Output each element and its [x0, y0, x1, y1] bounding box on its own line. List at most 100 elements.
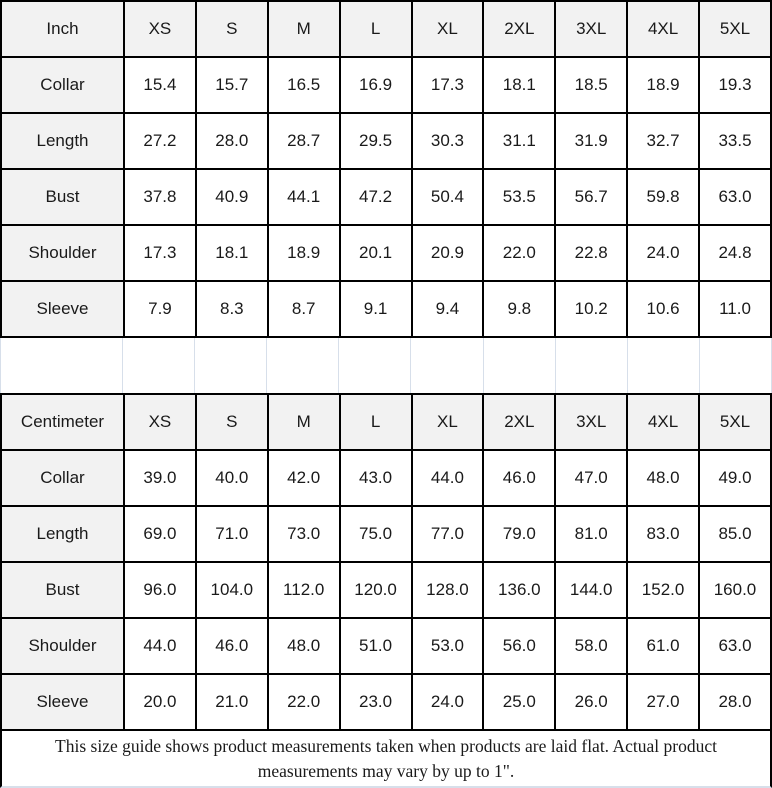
row-label-cell: Length: [0, 112, 125, 170]
spacer-cell: [339, 338, 412, 393]
size-header-cell: 5XL: [698, 393, 772, 451]
value-cell: 30.3: [410, 112, 485, 170]
value-cell: 128.0: [410, 561, 485, 619]
spacer-cell: [411, 338, 484, 393]
value-cell: 56.7: [554, 168, 629, 226]
centimeter-size-table: Centimeter XS S M L XL 2XL 3XL 4XL 5XL Collar 39.0 4…: [0, 393, 772, 731]
value-cell: 19.3: [698, 56, 772, 114]
spacer-cell: [484, 338, 556, 393]
spacer-cell: [700, 338, 772, 393]
measurement-row: Sleeve 20.0 21.0 22.0 23.0 24.0 25.0 26.0 27.0 28…: [0, 673, 772, 731]
value-cell: 33.5: [698, 112, 772, 170]
value-cell: 152.0: [626, 561, 700, 619]
value-cell: 136.0: [482, 561, 557, 619]
value-cell: 22.0: [482, 224, 557, 282]
spacer-cell: [267, 338, 340, 393]
value-cell: 85.0: [698, 505, 772, 563]
value-cell: 20.0: [123, 673, 197, 731]
value-cell: 59.8: [626, 168, 700, 226]
value-cell: 81.0: [554, 505, 629, 563]
size-header-cell: 4XL: [626, 0, 700, 58]
value-cell: 73.0: [266, 505, 341, 563]
value-cell: 58.0: [554, 617, 629, 675]
value-cell: 31.1: [482, 112, 557, 170]
row-label-cell: Sleeve: [0, 280, 125, 338]
value-cell: 18.5: [554, 56, 629, 114]
value-cell: 9.4: [410, 280, 485, 338]
inch-size-table: Inch XS S M L XL 2XL 3XL 4XL 5XL Collar 15.4 15.7 16.…: [0, 0, 772, 338]
size-guide-note: This size guide shows product measuremen…: [0, 731, 772, 788]
spacer-row: [0, 338, 772, 393]
measurement-row: Collar 15.4 15.7 16.5 16.9 17.3 18.1 18.5 18.9 19…: [0, 56, 772, 114]
row-label-cell: Collar: [0, 56, 125, 114]
value-cell: 112.0: [266, 561, 341, 619]
value-cell: 83.0: [626, 505, 700, 563]
value-cell: 9.1: [338, 280, 413, 338]
size-header-cell: M: [266, 393, 341, 451]
value-cell: 26.0: [554, 673, 629, 731]
value-cell: 50.4: [410, 168, 485, 226]
value-cell: 8.7: [266, 280, 341, 338]
spacer-cell: [0, 338, 123, 393]
value-cell: 160.0: [698, 561, 772, 619]
value-cell: 25.0: [482, 673, 557, 731]
value-cell: 28.0: [698, 673, 772, 731]
value-cell: 21.0: [194, 673, 269, 731]
value-cell: 53.5: [482, 168, 557, 226]
measurement-row: Bust 37.8 40.9 44.1 47.2 50.4 53.5 56.7 59.8 63.0: [0, 168, 772, 226]
value-cell: 44.1: [266, 168, 341, 226]
value-cell: 32.7: [626, 112, 700, 170]
value-cell: 144.0: [554, 561, 629, 619]
value-cell: 16.5: [266, 56, 341, 114]
value-cell: 18.1: [482, 56, 557, 114]
value-cell: 29.5: [338, 112, 413, 170]
measurement-row: Bust 96.0 104.0 112.0 120.0 128.0 136.0 144.0 15…: [0, 561, 772, 619]
value-cell: 15.4: [123, 56, 197, 114]
value-cell: 120.0: [338, 561, 413, 619]
size-header-cell: 4XL: [626, 393, 700, 451]
spacer-cell: [556, 338, 628, 393]
value-cell: 7.9: [123, 280, 197, 338]
size-header-cell: 2XL: [482, 393, 557, 451]
size-header-cell: 5XL: [698, 0, 772, 58]
value-cell: 42.0: [266, 449, 341, 507]
measurement-row: Shoulder 44.0 46.0 48.0 51.0 53.0 56.0 58.0 61.0…: [0, 617, 772, 675]
row-label-cell: Shoulder: [0, 224, 125, 282]
unit-header-cell: Centimeter: [0, 393, 125, 451]
size-header-cell: S: [194, 0, 269, 58]
value-cell: 18.9: [626, 56, 700, 114]
value-cell: 48.0: [266, 617, 341, 675]
size-header-cell: XL: [410, 0, 485, 58]
value-cell: 31.9: [554, 112, 629, 170]
size-header-cell: S: [194, 393, 269, 451]
value-cell: 24.8: [698, 224, 772, 282]
value-cell: 75.0: [338, 505, 413, 563]
value-cell: 9.8: [482, 280, 557, 338]
header-row: Centimeter XS S M L XL 2XL 3XL 4XL 5XL: [0, 393, 772, 451]
measurement-row: Length 27.2 28.0 28.7 29.5 30.3 31.1 31.9 32.7 33…: [0, 112, 772, 170]
value-cell: 23.0: [338, 673, 413, 731]
spacer-cell: [195, 338, 268, 393]
value-cell: 27.2: [123, 112, 197, 170]
value-cell: 18.1: [194, 224, 269, 282]
value-cell: 40.0: [194, 449, 269, 507]
value-cell: 48.0: [626, 449, 700, 507]
value-cell: 40.9: [194, 168, 269, 226]
value-cell: 46.0: [194, 617, 269, 675]
value-cell: 43.0: [338, 449, 413, 507]
value-cell: 20.1: [338, 224, 413, 282]
value-cell: 104.0: [194, 561, 269, 619]
value-cell: 69.0: [123, 505, 197, 563]
size-header-cell: 3XL: [554, 0, 629, 58]
spacer-cell: [628, 338, 700, 393]
value-cell: 22.0: [266, 673, 341, 731]
measurement-row: Collar 39.0 40.0 42.0 43.0 44.0 46.0 47.0 48.0 49…: [0, 449, 772, 507]
size-header-cell: L: [338, 393, 413, 451]
unit-header-cell: Inch: [0, 0, 125, 58]
value-cell: 28.0: [194, 112, 269, 170]
size-header-cell: L: [338, 0, 413, 58]
value-cell: 28.7: [266, 112, 341, 170]
value-cell: 44.0: [410, 449, 485, 507]
value-cell: 10.6: [626, 280, 700, 338]
value-cell: 51.0: [338, 617, 413, 675]
